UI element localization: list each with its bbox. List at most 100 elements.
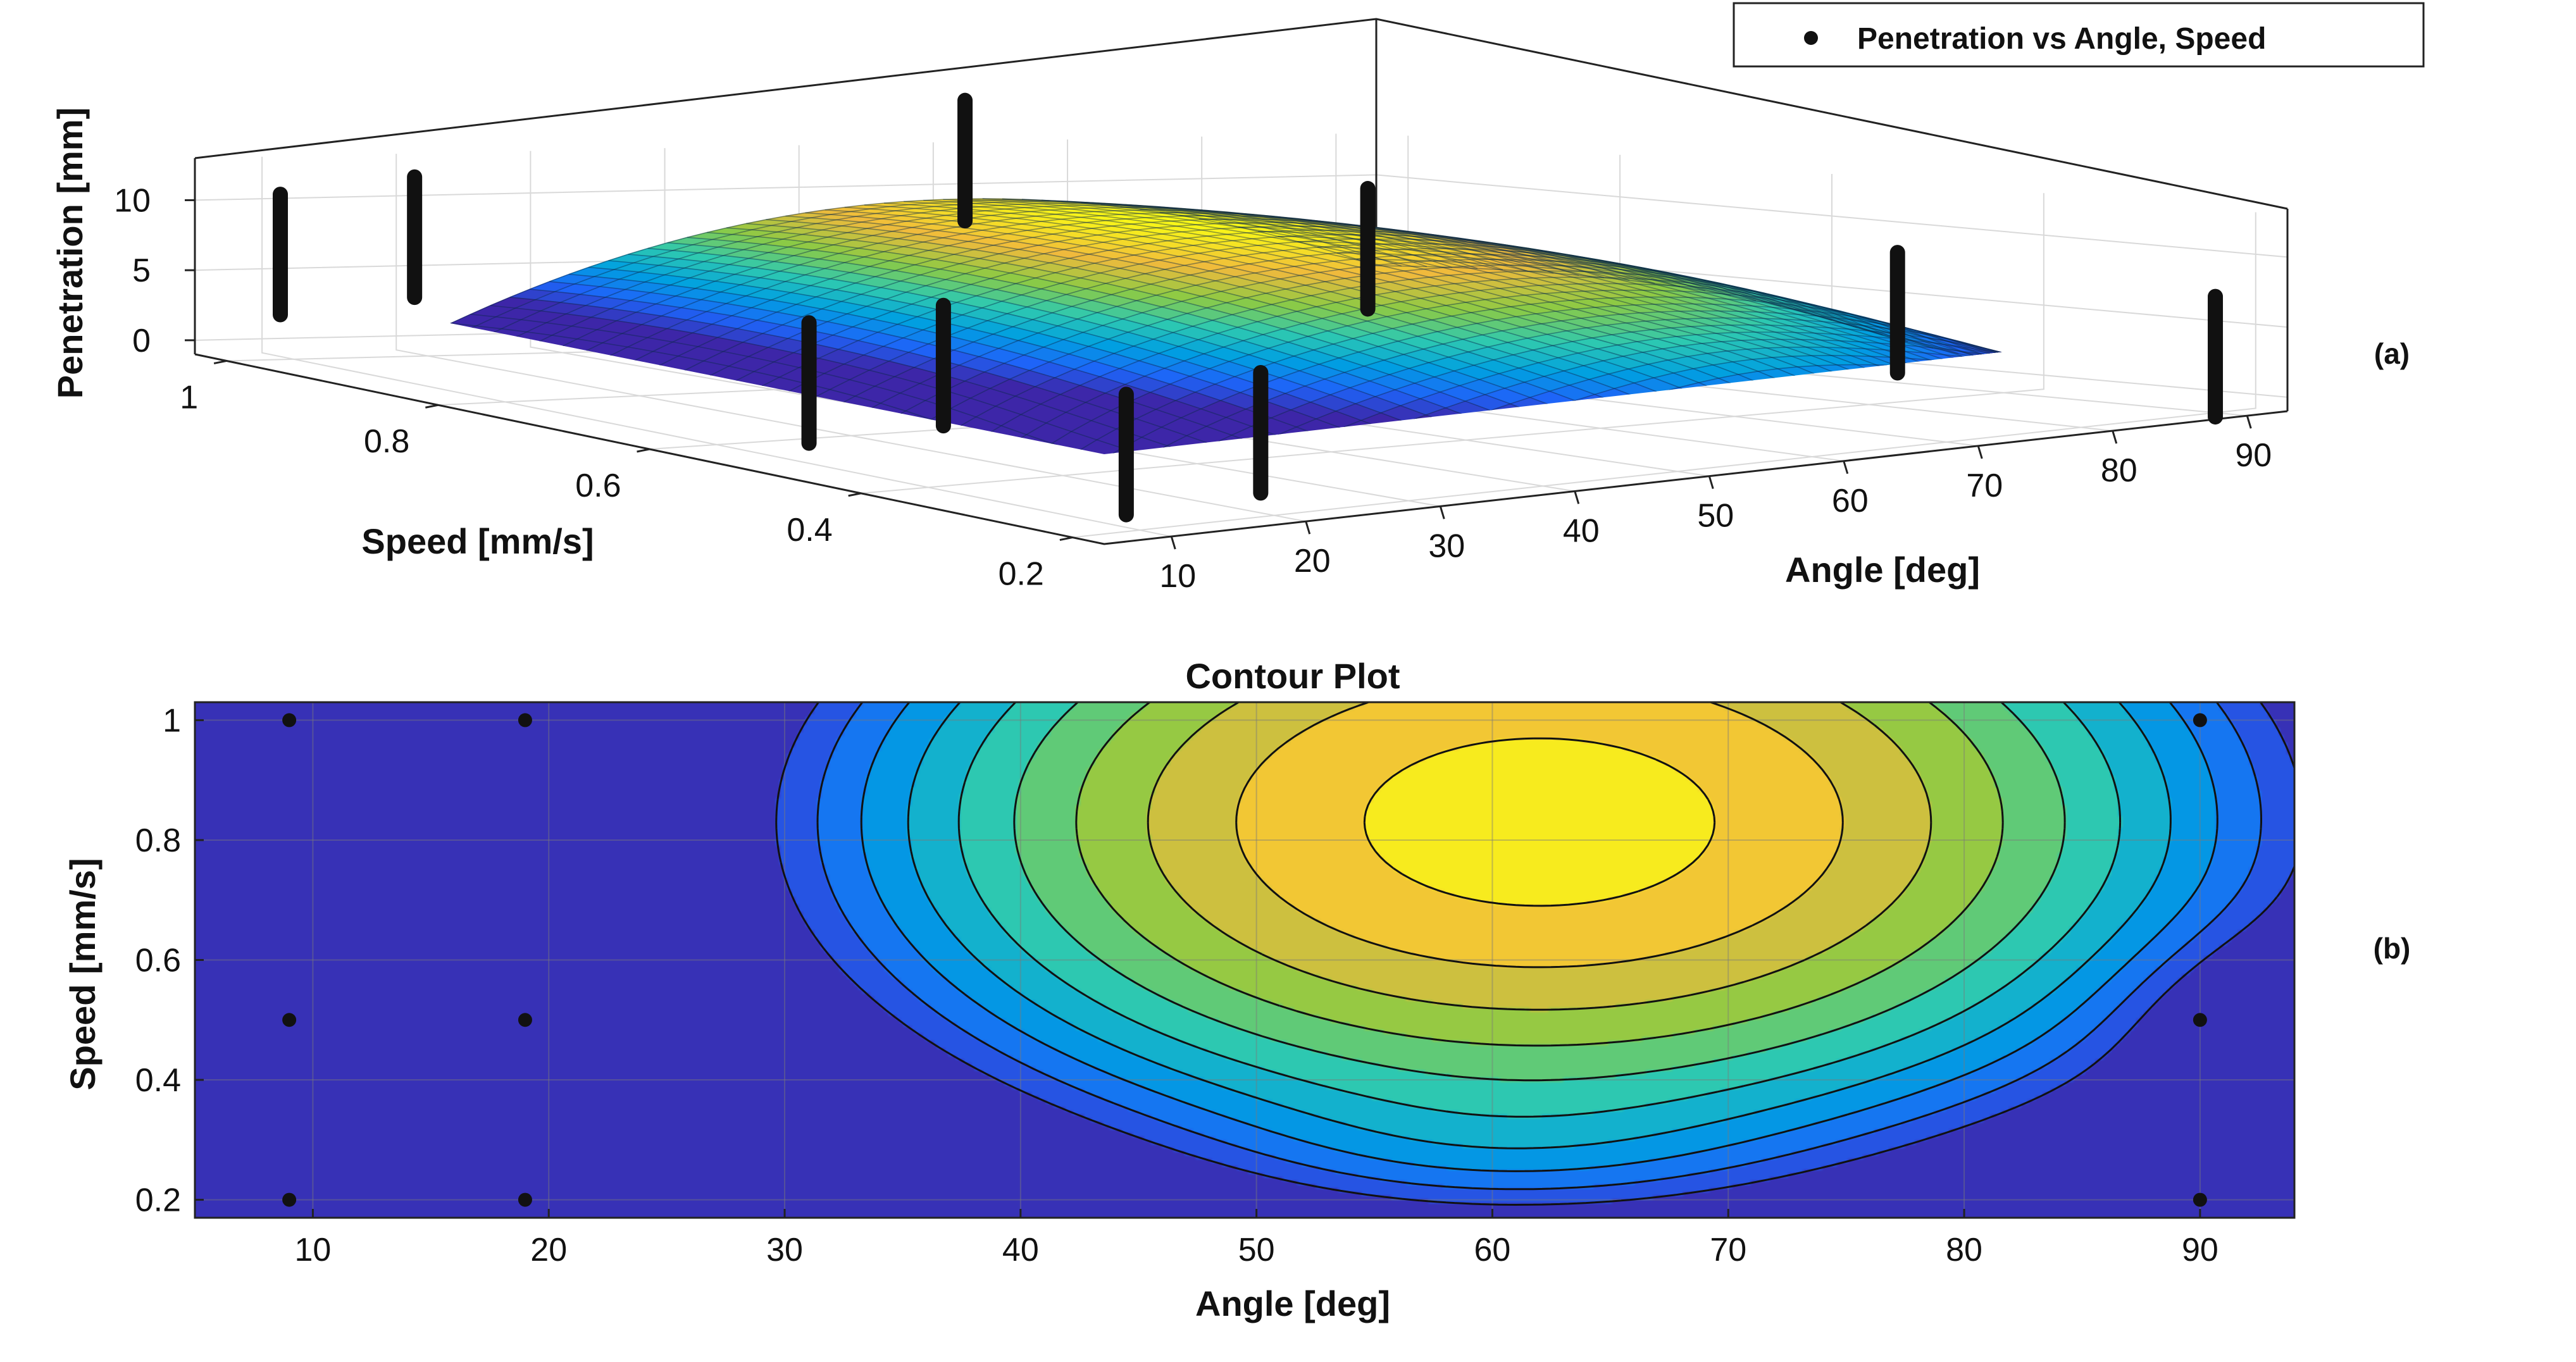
surface-patch (703, 497, 748, 519)
surface-patch (740, 554, 785, 578)
surface-patch (467, 488, 512, 508)
surface-patch (897, 629, 942, 649)
surface-patch (1507, 455, 1552, 473)
design-point (518, 713, 532, 727)
surface-patch (1416, 449, 1464, 454)
surface-patch (998, 662, 1043, 688)
surface-patch (1204, 483, 1248, 502)
surface-patch (930, 588, 975, 604)
speed-tick-label: 0.2 (999, 556, 1044, 593)
surface-patch (633, 493, 678, 514)
angle-tick-mark (1170, 536, 1176, 550)
surface-patch (1436, 441, 1483, 454)
speed-tick-label: 0.6 (575, 467, 621, 504)
angle-tick-label: 10 (1159, 558, 1196, 595)
surface-patch (1630, 431, 1677, 450)
surface-patch (246, 465, 290, 482)
surface-patch (647, 461, 692, 481)
surface-patch (1088, 655, 1133, 681)
angle-tick-label: 40 (1563, 512, 1600, 549)
surface-patch (804, 545, 849, 569)
surface-patch (1231, 589, 1276, 612)
surface-patch (503, 383, 551, 400)
surface-patch (368, 405, 415, 422)
surface-patch (500, 443, 547, 454)
surface-patch (593, 371, 640, 387)
surface-patch (742, 471, 787, 493)
surface-patch (1293, 483, 1338, 502)
contour-panel: Contour Plot 10 20 30 40 50 60 70 80 90 1 0.8 0.6 0… (63, 656, 2410, 1323)
surface-patch (520, 431, 567, 450)
surface-patch (905, 585, 950, 600)
surface-patch (891, 612, 936, 629)
surface-patch (619, 527, 664, 548)
design-point (282, 1013, 297, 1027)
surface-patch (1369, 514, 1414, 535)
surface-patch (1307, 454, 1352, 473)
surface-patch (942, 622, 986, 643)
surface-patch (1062, 645, 1107, 670)
surface-patch (1069, 493, 1114, 512)
speed-tick-mark (425, 404, 439, 409)
surface-patch (1355, 545, 1400, 567)
surface-patch (933, 516, 978, 539)
surface-patch (992, 638, 1037, 662)
speed-tick-label: 0.4 (787, 512, 832, 548)
surface-patch (1554, 400, 1602, 418)
surface-patch (1147, 616, 1192, 640)
surface-patch (1703, 392, 1751, 410)
surface-patch (654, 412, 702, 431)
angle-tick-mark (2112, 430, 2118, 444)
surface-patch (1274, 492, 1319, 512)
surface-patch (1068, 669, 1113, 695)
surface-patch (725, 590, 770, 612)
surface-patch (553, 392, 600, 409)
surface-patch (826, 628, 871, 647)
surface-patch (1164, 504, 1209, 524)
surface-patch (709, 519, 754, 542)
surface-patch (795, 601, 840, 620)
surface-patch (528, 387, 575, 404)
angle-axis-label: Angle [deg] (1785, 550, 1980, 590)
surface-patch (785, 556, 830, 579)
surface-patch (852, 635, 897, 654)
surface-patch (1571, 451, 1618, 454)
surface-patch (366, 467, 411, 486)
surface-patch (303, 426, 351, 443)
surface-patch (855, 570, 900, 590)
angle-tick-label: 30 (1428, 528, 1465, 564)
surface-patch (896, 452, 943, 454)
surface-patch (309, 442, 356, 454)
surface-patch (1217, 625, 1262, 650)
surface-patch (318, 399, 365, 414)
surface-patch (694, 391, 741, 409)
surface-patch (869, 533, 914, 558)
surface-patch (815, 591, 860, 610)
surface-patch (507, 462, 552, 480)
surface-patch (638, 514, 683, 535)
surface-patch (1599, 404, 1646, 421)
surface-patch (919, 554, 964, 573)
surface-patch (922, 635, 967, 657)
surface-patch (950, 576, 995, 593)
contour-x-tick-label: 40 (1002, 1232, 1039, 1268)
angle-tick-label: 80 (2101, 452, 2137, 489)
surface-patch (1066, 564, 1111, 585)
surface-patch (1226, 566, 1271, 589)
surface-patch (635, 424, 682, 443)
angle-tick-mark (1977, 445, 1983, 459)
contour-y-tick-label: 0.4 (135, 1062, 181, 1099)
surface-patch (1133, 476, 1178, 495)
surface-patch (478, 379, 525, 395)
surface-patch (1296, 578, 1341, 600)
surface-patch (1076, 607, 1121, 631)
legend: Penetration vs Angle, Speed (1733, 2, 2425, 68)
surface-patch (1610, 438, 1658, 454)
surface-patch (417, 478, 462, 497)
surface-patch (714, 381, 761, 399)
surface-patch (984, 530, 1029, 549)
surface-patch (1178, 473, 1223, 493)
surface-patch (492, 494, 537, 514)
surface-patch (447, 502, 492, 521)
